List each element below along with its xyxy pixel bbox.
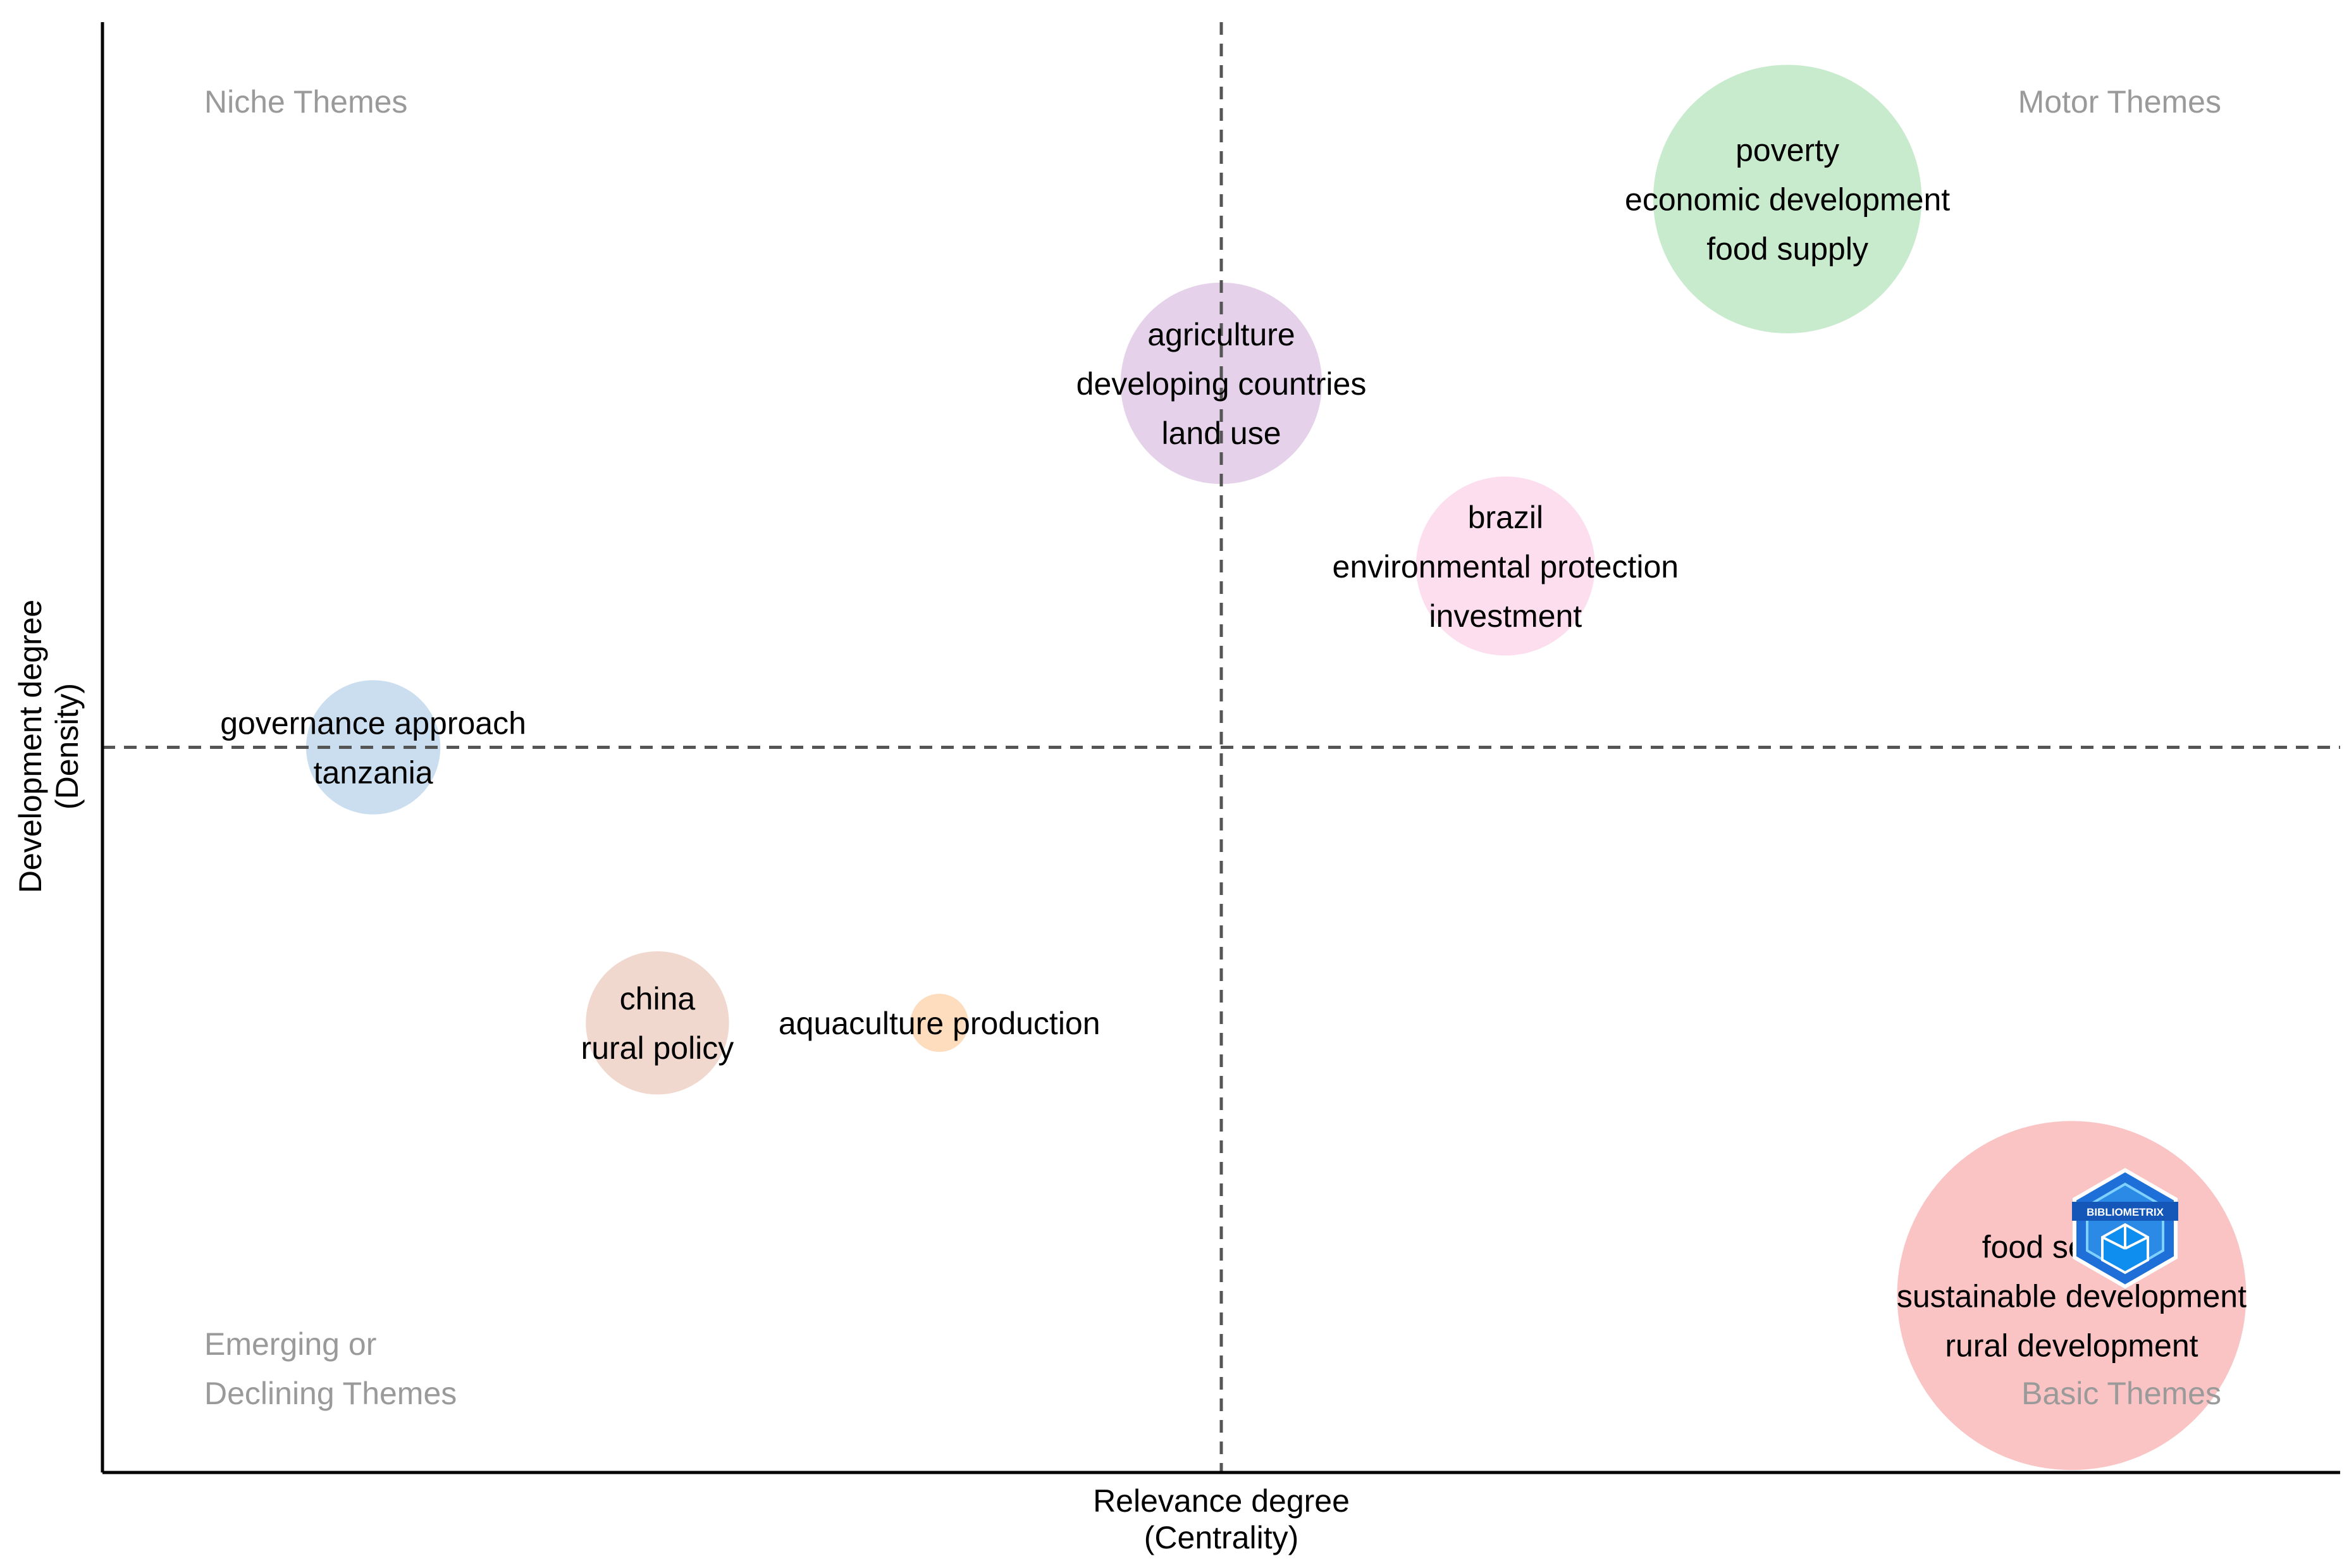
cluster-label-brazil: brazil	[1468, 500, 1543, 535]
cluster-bubble-aquaculture	[910, 994, 969, 1053]
cluster-label-agriculture: agriculture	[1147, 317, 1295, 352]
cluster-bubble-poverty	[1653, 65, 1922, 334]
x-axis-label: (Centrality)	[1144, 1520, 1298, 1555]
axis-labels: Relevance degree(Centrality) Development …	[13, 600, 1350, 1555]
y-axis-label: (Density)	[49, 683, 85, 810]
cluster-bubble-brazil	[1415, 476, 1595, 656]
cluster-label-agriculture: developing countries	[1076, 366, 1367, 402]
cluster-label-poverty: poverty	[1736, 133, 1839, 168]
cluster-label-china: china	[620, 981, 696, 1016]
quadrant-labels: Niche Themes Motor Themes Emerging or Decli…	[204, 84, 2221, 1411]
cluster-label-aquaculture: aquaculture production	[779, 1006, 1101, 1041]
cluster-label-china: rural policy	[581, 1030, 734, 1066]
cluster-label-governance: tanzania	[314, 755, 433, 791]
logo-text: BIBLIOMETRIX	[2087, 1206, 2164, 1218]
cluster-bubble-governance	[305, 680, 441, 815]
cluster-label-brazil: environmental protection	[1333, 549, 1679, 584]
cluster-labels: poverty economic development food supply ag…	[220, 133, 2247, 1364]
logo-cube-edges	[2102, 1225, 2149, 1250]
cluster-label-governance: governance approach	[220, 706, 526, 741]
cluster-label-food-security: sustainable development	[1897, 1278, 2247, 1314]
x-axis-label: Relevance degree	[1093, 1483, 1350, 1519]
cluster-label-food-security: rural development	[1945, 1328, 2198, 1363]
quadrant-label-niche: Niche Themes	[204, 84, 407, 120]
cluster-label-poverty: economic development	[1625, 182, 1950, 218]
quadrant-label-basic: Basic Themes	[2021, 1376, 2221, 1411]
quadrant-dividers	[102, 22, 2340, 1472]
cluster-label-agriculture: land use	[1161, 416, 1281, 451]
axes	[101, 22, 2340, 1474]
quadrant-label-motor: Motor Themes	[2018, 84, 2221, 120]
logo-banner	[2072, 1202, 2178, 1221]
bibliometrix-logo: BIBLIOMETRIX	[2072, 1168, 2178, 1289]
cluster-bubble-agriculture	[1120, 282, 1322, 485]
cluster-label-poverty: food supply	[1706, 231, 1868, 267]
cluster-bubbles	[305, 65, 2247, 1471]
y-axis-label: Development degree	[13, 600, 48, 893]
quadrant-label-emerging: Emerging or	[204, 1326, 376, 1362]
cluster-bubble-china	[586, 951, 729, 1095]
cluster-label-brazil: investment	[1429, 598, 1582, 634]
quadrant-label-emerging: Declining Themes	[204, 1376, 457, 1411]
